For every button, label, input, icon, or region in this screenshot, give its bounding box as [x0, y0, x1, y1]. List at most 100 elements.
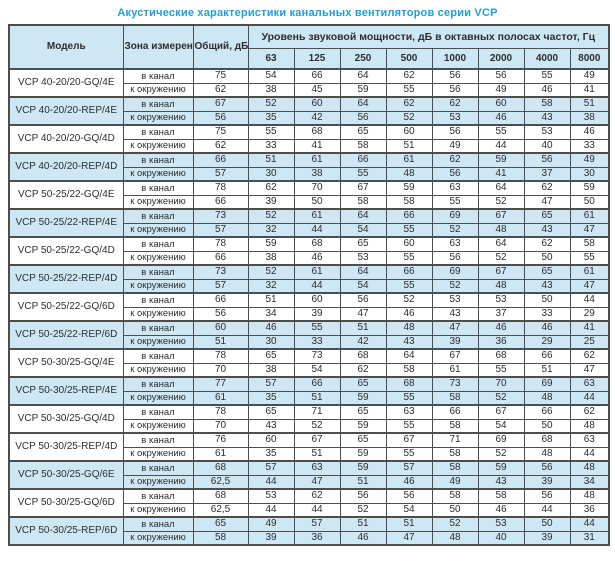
band-125-cell: 39	[293, 306, 341, 322]
band-125-cell: 54	[293, 362, 341, 378]
band-2000-cell: 64	[477, 180, 525, 196]
band-8000-cell: 62	[569, 404, 610, 420]
column-header-freq-4000: 4000	[523, 47, 571, 70]
band-4000-cell: 50	[523, 250, 571, 266]
band-125-cell: 68	[293, 124, 341, 140]
band-1000-cell: 62	[431, 96, 479, 112]
band-8000-cell: 44	[569, 516, 610, 532]
total-dba-cell: 56	[192, 306, 249, 322]
total-dba-cell: 57	[192, 278, 249, 294]
column-header-sound-power: Уровень звуковой мощности, дБ в октавных…	[247, 24, 610, 49]
total-dba-cell: 62	[192, 138, 249, 154]
table-row: VCP 50-30/25-GQ/6D в канал 68 53 62 56 56 58 58 5…	[8, 488, 610, 518]
band-500-cell: 62	[385, 96, 433, 112]
band-250-cell: 59	[339, 446, 387, 462]
table-row: к окружению 58 39 36 46 47 48 40 39 31	[9, 530, 610, 546]
table-row: к окружению 62,5 44 44 52 54 50 46 44 36	[9, 502, 610, 518]
band-4000-cell: 39	[523, 530, 571, 546]
total-dba-cell: 62,5	[192, 474, 249, 490]
band-8000-cell: 58	[569, 236, 610, 252]
band-2000-cell: 67	[477, 208, 525, 224]
band-8000-cell: 48	[569, 488, 610, 504]
band-250-cell: 65	[339, 124, 387, 140]
band-1000-cell: 43	[431, 306, 479, 322]
table-row: VCP 50-25/22-REP/4E в канал 73 52 61 64 66 69 67…	[8, 208, 610, 238]
total-dba-cell: 66	[192, 292, 249, 308]
band-250-cell: 47	[339, 306, 387, 322]
zone-cell: в канал	[122, 96, 194, 112]
band-500-cell: 47	[385, 530, 433, 546]
band-4000-cell: 62	[523, 236, 571, 252]
band-1000-cell: 56	[431, 68, 479, 84]
total-dba-cell: 77	[192, 376, 249, 392]
band-63-cell: 52	[247, 96, 295, 112]
band-250-cell: 62	[339, 362, 387, 378]
band-63-cell: 35	[247, 390, 295, 406]
band-4000-cell: 53	[523, 124, 571, 140]
band-500-cell: 55	[385, 446, 433, 462]
band-1000-cell: 66	[431, 404, 479, 420]
band-4000-cell: 48	[523, 446, 571, 462]
band-2000-cell: 59	[477, 152, 525, 168]
band-500-cell: 55	[385, 390, 433, 406]
total-dba-cell: 67	[192, 96, 249, 112]
band-2000-cell: 52	[477, 390, 525, 406]
band-500-cell: 58	[385, 362, 433, 378]
zone-cell: в канал	[122, 432, 194, 448]
band-250-cell: 52	[339, 502, 387, 518]
column-header-freq-125: 125	[293, 47, 341, 70]
band-500-cell: 61	[385, 152, 433, 168]
zone-cell: к окружению	[122, 138, 194, 154]
band-250-cell: 54	[339, 222, 387, 238]
total-dba-cell: 57	[192, 222, 249, 238]
model-cell: VCP 50-30/25-REP/4E	[8, 376, 124, 406]
band-4000-cell: 66	[523, 348, 571, 364]
band-8000-cell: 29	[569, 306, 610, 322]
band-1000-cell: 56	[431, 82, 479, 98]
band-500-cell: 59	[385, 180, 433, 196]
band-2000-cell: 49	[477, 82, 525, 98]
band-250-cell: 53	[339, 250, 387, 266]
band-8000-cell: 41	[569, 82, 610, 98]
band-1000-cell: 39	[431, 334, 479, 350]
band-4000-cell: 43	[523, 222, 571, 238]
total-dba-cell: 61	[192, 390, 249, 406]
band-2000-cell: 55	[477, 362, 525, 378]
band-1000-cell: 58	[431, 446, 479, 462]
total-dba-cell: 62,5	[192, 502, 249, 518]
total-dba-cell: 62	[192, 82, 249, 98]
zone-cell: в канал	[122, 488, 194, 504]
band-250-cell: 68	[339, 348, 387, 364]
band-1000-cell: 69	[431, 264, 479, 280]
column-header-freq-500: 500	[385, 47, 433, 70]
band-250-cell: 59	[339, 390, 387, 406]
table-row: VCP 50-30/25-GQ/4E в канал 78 65 73 68 64 67 68 6…	[8, 348, 610, 378]
band-500-cell: 56	[385, 488, 433, 504]
band-4000-cell: 29	[523, 334, 571, 350]
band-2000-cell: 67	[477, 404, 525, 420]
table-row: VCP 50-25/22-GQ/4E в канал 78 62 70 67 59 63 64 6…	[8, 180, 610, 210]
band-500-cell: 48	[385, 320, 433, 336]
band-500-cell: 55	[385, 82, 433, 98]
band-125-cell: 70	[293, 180, 341, 196]
band-63-cell: 49	[247, 516, 295, 532]
band-125-cell: 33	[293, 334, 341, 350]
total-dba-cell: 78	[192, 348, 249, 364]
band-125-cell: 60	[293, 96, 341, 112]
band-1000-cell: 58	[431, 488, 479, 504]
zone-cell: к окружению	[122, 362, 194, 378]
band-250-cell: 65	[339, 432, 387, 448]
column-header-total-dba: Общий, дБА	[192, 24, 249, 70]
zone-cell: к окружению	[122, 194, 194, 210]
total-dba-cell: 78	[192, 404, 249, 420]
band-125-cell: 71	[293, 404, 341, 420]
band-8000-cell: 30	[569, 166, 610, 182]
band-63-cell: 34	[247, 306, 295, 322]
band-250-cell: 51	[339, 474, 387, 490]
total-dba-cell: 68	[192, 488, 249, 504]
zone-cell: в канал	[122, 68, 194, 84]
table-row: VCP 40-20/20-REP/4E в канал 67 52 60 64 62 62 60…	[8, 96, 610, 126]
model-cell: VCP 50-25/22-REP/4E	[8, 208, 124, 238]
band-63-cell: 32	[247, 222, 295, 238]
band-250-cell: 59	[339, 460, 387, 476]
